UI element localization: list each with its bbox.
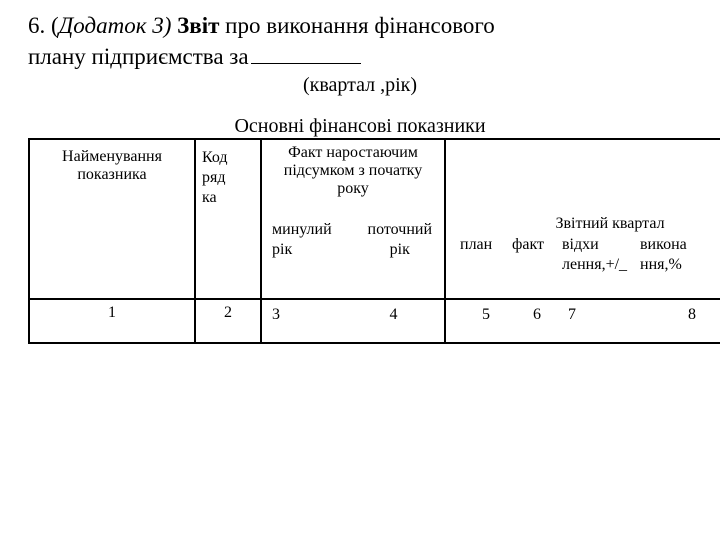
table-header-row: Найменування показника Код ряд ка Факт н… (29, 139, 720, 299)
cum-prev: минулий рік (272, 220, 332, 260)
q-head-text: Звітний квартал (452, 215, 720, 233)
q-perf-l2: ння,% (640, 255, 720, 275)
title-line2: плану підприємства за (28, 44, 249, 69)
num-6: 6 (512, 306, 562, 324)
cum-prev-l2: рік (272, 240, 332, 260)
cum-prev-l1: минулий (272, 220, 332, 240)
cum-curr-l1: поточний (368, 220, 432, 240)
col-header-code: Код ряд ка (195, 139, 261, 299)
section-heading: Основні фінансові показники (28, 115, 692, 138)
title-block: 6. (Додаток 3) Звіт про виконання фінанс… (28, 10, 692, 72)
num-8: 8 (646, 306, 720, 324)
title-rest-1: про виконання фінансового (225, 13, 495, 38)
num-4: 4 (353, 306, 434, 324)
code-l3: ка (202, 188, 254, 208)
q-fact: факт (512, 235, 562, 275)
q-plan: план (460, 235, 512, 275)
col-header-name: Найменування показника (29, 139, 195, 299)
num-3: 3 (272, 306, 353, 324)
num-5678-cell: 5 6 7 8 (445, 299, 720, 343)
document-page: 6. (Додаток 3) Звіт про виконання фінанс… (0, 0, 720, 344)
item-number: 6. (28, 13, 45, 38)
col-header-cumulative: Факт наростаючим підсумком з початку рок… (261, 139, 445, 299)
cum-curr: поточний рік (368, 220, 432, 260)
num-1: 1 (29, 299, 195, 343)
code-l2: ряд (202, 168, 254, 188)
q-perf: викона ння,% (640, 235, 720, 275)
num-34-cell: 3 4 (261, 299, 445, 343)
q-dev-l2: лення,+/_ (562, 255, 640, 275)
num-7: 7 (562, 306, 646, 324)
appendix-paren: ( (51, 13, 59, 38)
q-perf-l1: викона (640, 235, 720, 255)
num-5: 5 (460, 306, 512, 324)
appendix-label: Додаток 3) (59, 13, 172, 38)
col-header-quarter: Звітний квартал план факт відхи лення,+/… (445, 139, 720, 299)
num-2: 2 (195, 299, 261, 343)
header-name-text: Найменування показника (36, 144, 188, 184)
q-dev: відхи лення,+/_ (562, 235, 640, 275)
title-bold: Звіт (177, 13, 219, 38)
period-hint: (квартал ,рік) (28, 74, 692, 97)
cum-curr-l2: рік (368, 240, 432, 260)
q-dev-l1: відхи (562, 235, 640, 255)
code-l1: Код (202, 148, 254, 168)
table-number-row: 1 2 3 4 5 6 7 8 (29, 299, 720, 343)
cum-head-text: Факт наростаючим підсумком з початку рок… (268, 144, 438, 198)
blank-underline (251, 63, 361, 64)
indicators-table: Найменування показника Код ряд ка Факт н… (28, 138, 720, 344)
